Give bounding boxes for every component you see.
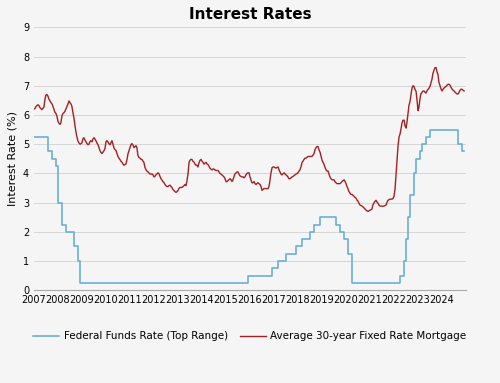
Legend: Federal Funds Rate (Top Range), Average 30-year Fixed Rate Mortgage: Federal Funds Rate (Top Range), Average … bbox=[29, 327, 471, 345]
Federal Funds Rate (Top Range) bbox=[361, 281, 367, 285]
Average 30-year Fixed Rate Mortgage bbox=[398, 127, 404, 131]
Average 30-year Fixed Rate Mortgage bbox=[365, 209, 371, 214]
Average 30-year Fixed Rate Mortgage bbox=[436, 80, 442, 85]
Average 30-year Fixed Rate Mortgage bbox=[461, 89, 467, 93]
Average 30-year Fixed Rate Mortgage bbox=[430, 71, 436, 76]
Federal Funds Rate (Top Range) bbox=[433, 127, 439, 132]
Federal Funds Rate (Top Range) bbox=[427, 127, 433, 132]
Average 30-year Fixed Rate Mortgage bbox=[44, 92, 50, 97]
Average 30-year Fixed Rate Mortgage bbox=[181, 183, 187, 188]
Y-axis label: Interest Rate (%): Interest Rate (%) bbox=[8, 111, 18, 206]
Line: Federal Funds Rate (Top Range): Federal Funds Rate (Top Range) bbox=[34, 129, 464, 283]
Federal Funds Rate (Top Range) bbox=[151, 281, 157, 285]
Line: Average 30-year Fixed Rate Mortgage: Average 30-year Fixed Rate Mortgage bbox=[34, 68, 464, 211]
Federal Funds Rate (Top Range) bbox=[103, 281, 109, 285]
Federal Funds Rate (Top Range) bbox=[343, 237, 349, 241]
Average 30-year Fixed Rate Mortgage bbox=[31, 107, 37, 111]
Federal Funds Rate (Top Range) bbox=[31, 134, 37, 139]
Title: Interest Rates: Interest Rates bbox=[188, 7, 312, 22]
Federal Funds Rate (Top Range) bbox=[77, 281, 83, 285]
Federal Funds Rate (Top Range) bbox=[275, 259, 281, 264]
Average 30-year Fixed Rate Mortgage bbox=[49, 101, 55, 106]
Federal Funds Rate (Top Range) bbox=[461, 149, 467, 154]
Average 30-year Fixed Rate Mortgage bbox=[432, 65, 438, 70]
